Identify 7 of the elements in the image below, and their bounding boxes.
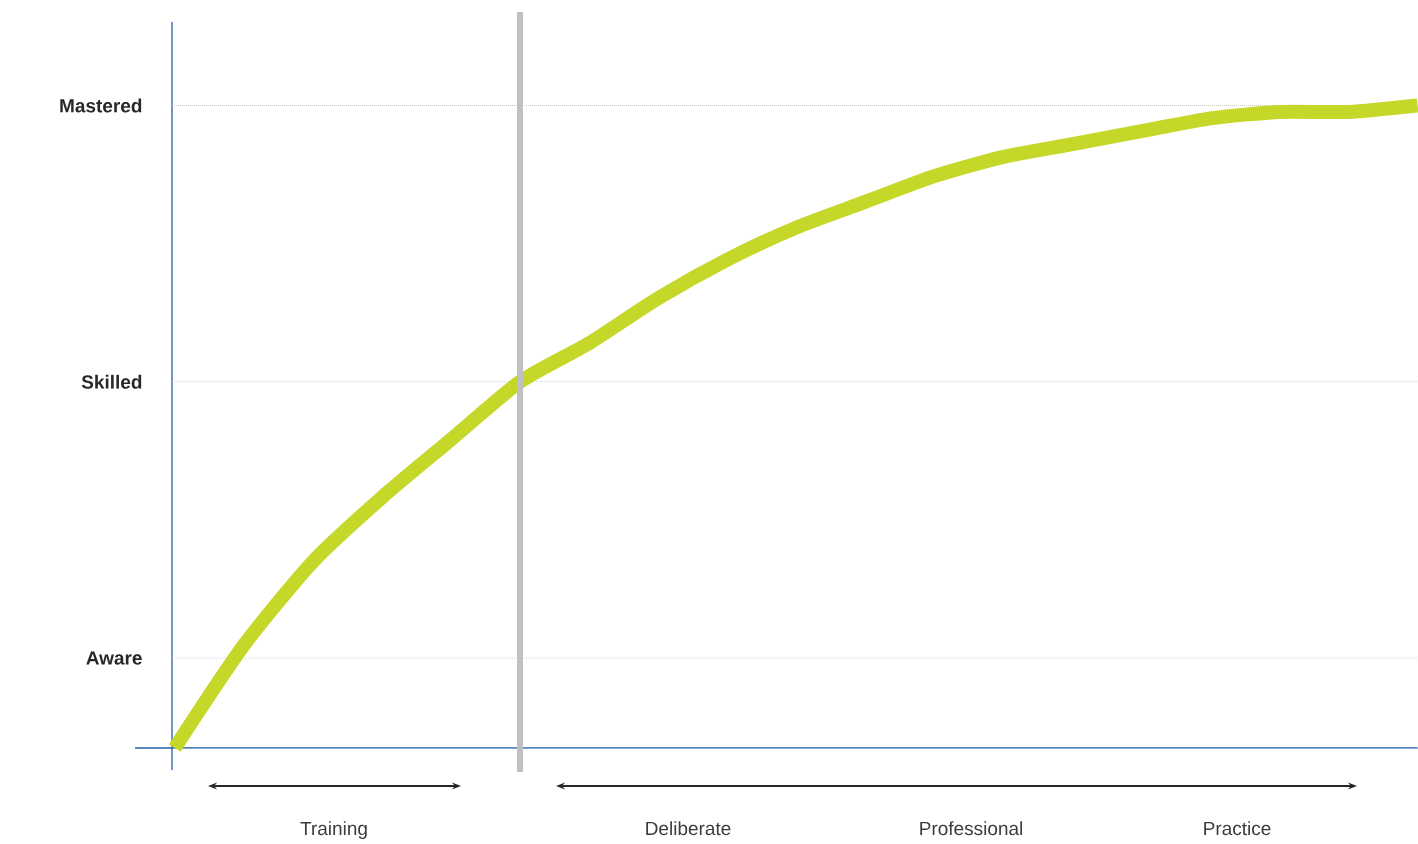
ref-line-label: Skilled [81,374,142,389]
text: Practice [1204,821,1271,836]
ref-line-label: Aware [86,651,142,665]
ref-line-label: Mastered [60,98,142,113]
text: Training [300,821,367,839]
text: Deliberate [646,821,731,836]
text: Professional [920,821,1022,836]
